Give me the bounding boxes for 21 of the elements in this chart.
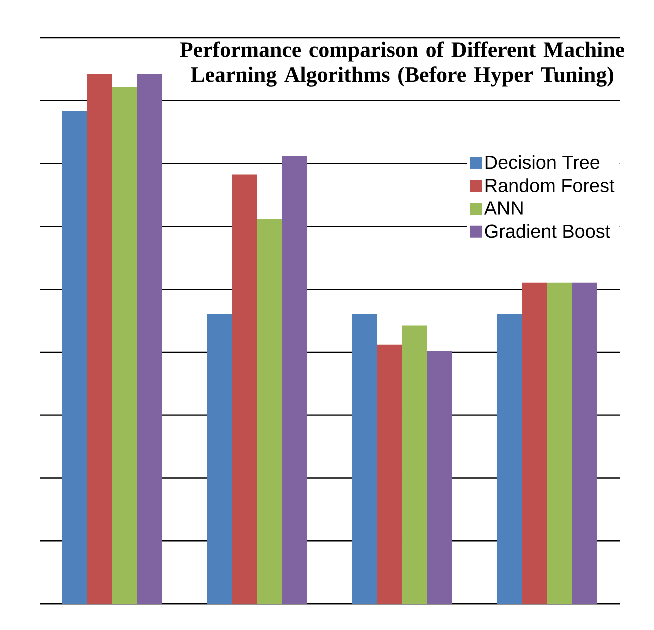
legend-label: Random Forest <box>486 178 615 192</box>
bar <box>62 111 88 604</box>
bar <box>548 282 573 604</box>
bar <box>522 282 548 604</box>
legend-label: Decision Tree <box>486 155 600 170</box>
bar <box>112 87 138 604</box>
legend-label: ANN <box>484 202 523 215</box>
bar <box>282 156 308 604</box>
bar <box>402 326 428 604</box>
legend-label: Gradient Boost <box>485 224 610 238</box>
bar <box>428 351 453 604</box>
chart-title: Performance comparison of Different Machine Learning Algorithms (Before Hyper Tuning) <box>180 42 625 87</box>
bar <box>232 174 258 604</box>
bar <box>498 314 523 604</box>
bar <box>208 314 232 604</box>
bar <box>88 74 112 604</box>
bar <box>572 282 598 604</box>
bar <box>258 219 282 604</box>
bar <box>352 314 378 604</box>
bar <box>378 344 403 604</box>
bar <box>138 74 162 604</box>
